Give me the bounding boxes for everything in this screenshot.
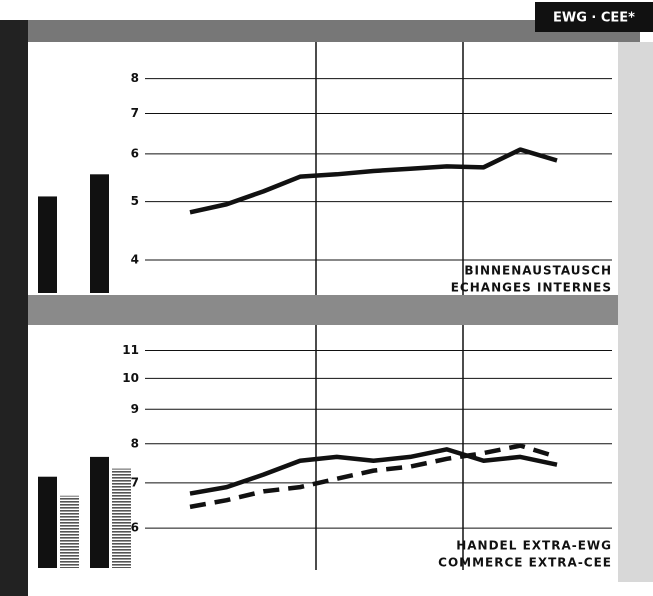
y-tick-label: 9 [131,402,139,416]
frame-right [618,42,653,582]
line-series [189,447,558,496]
bar [38,476,57,568]
panel-label: BINNENAUSTAUSCH [464,264,612,278]
header-box [535,2,653,32]
y-tick-label: 6 [131,521,139,535]
y-tick-label: 11 [122,343,139,357]
line-series [189,443,558,510]
y-tick-label: 8 [131,71,139,85]
y-tick-label: 7 [131,475,139,489]
bar [60,495,79,568]
bar [90,456,109,568]
bar [90,174,109,293]
y-tick-label: 4 [131,253,139,267]
panel-label: COMMERCE EXTRA-CEE [438,556,612,570]
y-tick-label: 10 [122,371,139,385]
y-tick-label: 6 [131,146,139,160]
panel [28,42,618,295]
y-tick-label: 8 [131,436,139,450]
line-series [189,147,558,215]
y-tick-label: 7 [131,106,139,120]
frame-left [0,20,28,596]
panel-label: HANDEL EXTRA-EWG [456,539,612,553]
bar [38,196,57,293]
header: EWG · CEE* [553,11,635,26]
y-tick-label: 5 [131,194,139,208]
panel-label: ECHANGES INTERNES [451,281,612,295]
bar [112,468,131,568]
frame-middle [0,295,640,325]
frame-top [0,20,640,42]
